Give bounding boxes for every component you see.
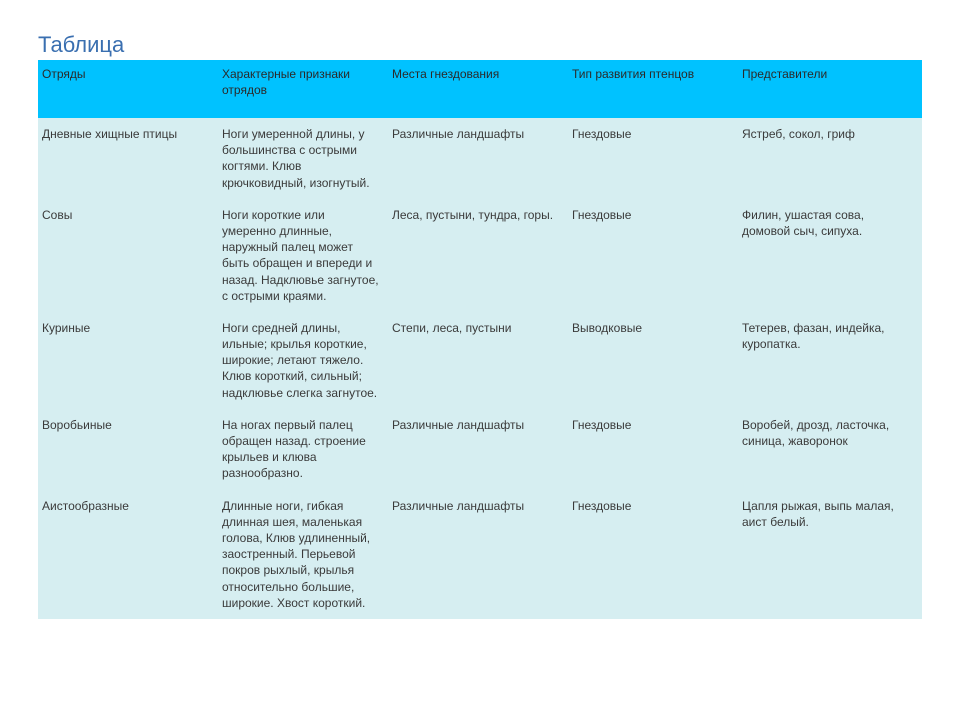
cell: Гнездовые [568,490,738,619]
cell: Воробей, дрозд, ласточка, синица, жаворо… [738,409,922,490]
cell: Воробьиные [38,409,218,490]
bird-orders-table: Отряды Характерные признаки отрядов Мест… [38,60,922,619]
cell: Гнездовые [568,409,738,490]
col-header: Тип развития птенцов [568,60,738,118]
cell: Цапля рыжая, выпь малая, аист белый. [738,490,922,619]
cell: Ястреб, сокол, гриф [738,118,922,199]
page-title: Таблица [38,32,124,58]
cell: Ноги умеренной длины, у большинства с ос… [218,118,388,199]
cell: Различные ландшафты [388,490,568,619]
table-row: Совы Ноги короткие или умеренно длинные,… [38,199,922,312]
cell: Тетерев, фазан, индейка, куропатка. [738,312,922,409]
table-row: Аистообразные Длинные ноги, гибкая длинн… [38,490,922,619]
table-row: Воробьиные На ногах первый палец обращен… [38,409,922,490]
cell: Ноги короткие или умеренно длинные, нару… [218,199,388,312]
cell: Выводковые [568,312,738,409]
col-header: Отряды [38,60,218,118]
cell: Совы [38,199,218,312]
bird-orders-table-container: Отряды Характерные признаки отрядов Мест… [38,60,922,619]
cell: Аистообразные [38,490,218,619]
col-header: Места гнездования [388,60,568,118]
cell: Дневные хищные птицы [38,118,218,199]
cell: Гнездовые [568,199,738,312]
cell: Степи, леса, пустыни [388,312,568,409]
cell: Ноги средней длины, ильные; крылья корот… [218,312,388,409]
cell: Различные ландшафты [388,118,568,199]
cell: На ногах первый палец обращен назад. стр… [218,409,388,490]
col-header: Характерные признаки отрядов [218,60,388,118]
cell: Гнездовые [568,118,738,199]
table-header-row: Отряды Характерные признаки отрядов Мест… [38,60,922,118]
cell: Филин, ушастая сова, домовой сыч, сипуха… [738,199,922,312]
cell: Длинные ноги, гибкая длинная шея, малень… [218,490,388,619]
cell: Различные ландшафты [388,409,568,490]
table-row: Дневные хищные птицы Ноги умеренной длин… [38,118,922,199]
table-row: Куриные Ноги средней длины, ильные; крыл… [38,312,922,409]
cell: Куриные [38,312,218,409]
col-header: Представители [738,60,922,118]
cell: Леса, пустыни, тундра, горы. [388,199,568,312]
